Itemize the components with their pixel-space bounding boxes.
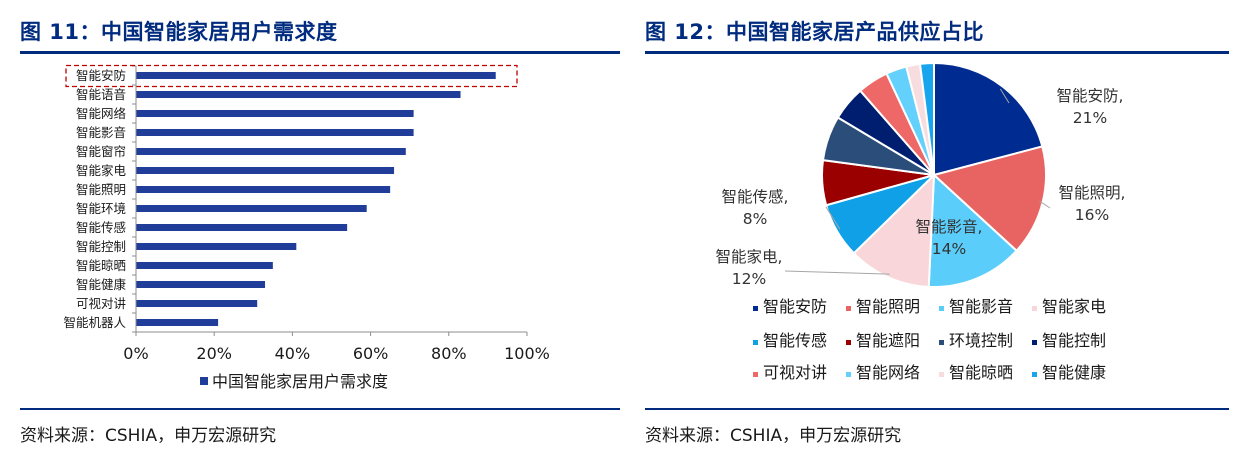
figure-title: 图 12：中国智能家居产品供应占比 (645, 20, 985, 44)
right-figure-panel: 图 12：中国智能家居产品供应占比 智能安防, 21% 智能照明, 16% 智能影音, 1… (645, 0, 1239, 453)
bar-智能语音 (136, 91, 461, 98)
legend-label: 智能传感 (763, 331, 827, 350)
legend-swatch (200, 377, 208, 385)
legend-label: 智能晾晒 (949, 363, 1013, 382)
slice-智能影音 (927, 172, 1018, 288)
bar-智能机器人 (136, 319, 219, 326)
leader-line (1039, 200, 1051, 209)
slice-智能家电 (852, 172, 936, 288)
highlight-box (65, 64, 518, 88)
legend-swatch (939, 306, 944, 311)
legend-swatch (753, 306, 758, 311)
category-label: 智能安防 (76, 68, 126, 83)
bar-可视对讲 (136, 300, 258, 307)
legend-swatch (939, 372, 944, 377)
title-rule (645, 51, 1229, 54)
category-label: 可视对讲 (76, 296, 126, 311)
bar-智能家电 (136, 167, 395, 174)
data-label-pct: 12% (732, 270, 766, 288)
category-label: 智能家电 (76, 163, 127, 178)
legend-label: 智能照明 (856, 297, 920, 316)
category-label: 智能健康 (76, 277, 127, 292)
bar-智能控制 (136, 243, 297, 250)
legend-label: 智能健康 (1042, 363, 1106, 382)
data-label-pct: 21% (1073, 109, 1107, 127)
left-figure-panel: 图 11：中国智能家居用户需求度 智能安防智能语音智能网络智能影音智能窗帘智能家… (20, 20, 620, 446)
bar-智能安防 (136, 72, 496, 79)
source-note: 资料来源：CSHIA，申万宏源研究 (20, 426, 277, 446)
slice-智能健康 (918, 61, 935, 176)
data-label-name: 智能传感, (722, 188, 789, 206)
x-tick-label: 100% (504, 344, 550, 363)
data-label-name: 智能安防, (1057, 87, 1124, 105)
title-rule (20, 51, 620, 54)
legend-swatch (1032, 306, 1037, 311)
bar-智能窗帘 (136, 148, 406, 155)
x-tick-label: 40% (275, 344, 311, 363)
legend-swatch (846, 306, 851, 311)
source-rule (20, 408, 620, 410)
legend-swatch (753, 372, 758, 377)
category-label: 智能网络 (76, 106, 127, 121)
legend-label: 智能遮阳 (856, 331, 920, 350)
legend-swatch (1032, 372, 1037, 377)
x-tick-label: 0% (123, 344, 148, 363)
category-label: 智能窗帘 (76, 144, 126, 159)
legend-label: 智能安防 (763, 297, 827, 316)
bar-智能传感 (136, 224, 348, 231)
data-label-pct: 14% (932, 240, 966, 258)
legend-label: 智能网络 (856, 363, 920, 382)
legend-label: 智能影音 (949, 297, 1013, 316)
bar-智能晾晒 (136, 262, 273, 269)
leader-line (784, 270, 890, 275)
legend-swatch (846, 372, 851, 377)
category-label: 智能传感 (76, 220, 126, 235)
x-tick-label: 80% (431, 344, 467, 363)
bar-智能照明 (136, 186, 391, 193)
data-label-name: 智能照明, (1059, 184, 1126, 202)
legend-label: 可视对讲 (763, 363, 827, 382)
bar-chart: 智能安防智能语音智能网络智能影音智能窗帘智能家电智能照明智能环境智能传感智能控制… (63, 64, 550, 391)
category-label: 智能晾晒 (76, 258, 126, 273)
figure-title: 图 11：中国智能家居用户需求度 (20, 20, 338, 44)
data-label-pct: 8% (743, 210, 768, 228)
source-rule (645, 408, 1229, 410)
slice-智能安防 (933, 61, 1044, 177)
category-label: 智能环境 (76, 201, 126, 216)
data-label-name: 智能影音, (916, 218, 983, 236)
slice-智能照明 (931, 145, 1047, 253)
bar-智能影音 (136, 129, 414, 136)
category-label: 智能控制 (76, 239, 126, 254)
leader-line (999, 88, 1010, 104)
leader-line (825, 206, 841, 230)
x-tick-label: 60% (353, 344, 389, 363)
category-label: 智能机器人 (63, 315, 126, 330)
bar-智能健康 (136, 281, 266, 288)
bar-智能环境 (136, 205, 367, 212)
data-label-name: 智能家电, (716, 248, 783, 266)
legend-swatch (939, 340, 944, 345)
bar-智能网络 (136, 110, 414, 117)
legend-label: 智能家电 (1042, 297, 1106, 316)
legend-swatch (846, 340, 851, 345)
category-label: 智能照明 (76, 182, 126, 197)
legend-label: 智能控制 (1042, 331, 1106, 350)
x-tick-label: 20% (196, 344, 232, 363)
data-label-pct: 16% (1075, 206, 1109, 224)
category-label: 智能影音 (76, 125, 126, 140)
legend-swatch (753, 340, 758, 345)
legend-label: 环境控制 (949, 331, 1013, 350)
category-label: 智能语音 (76, 87, 126, 102)
source-note: 资料来源：CSHIA，申万宏源研究 (645, 426, 902, 446)
legend-swatch (1032, 340, 1037, 345)
pie-chart: 智能安防, 21% 智能照明, 16% 智能影音, 14% 智能家电, 12% 智能传感, 8% 智… (716, 61, 1126, 382)
legend-label: 中国智能家居用户需求度 (212, 372, 388, 391)
